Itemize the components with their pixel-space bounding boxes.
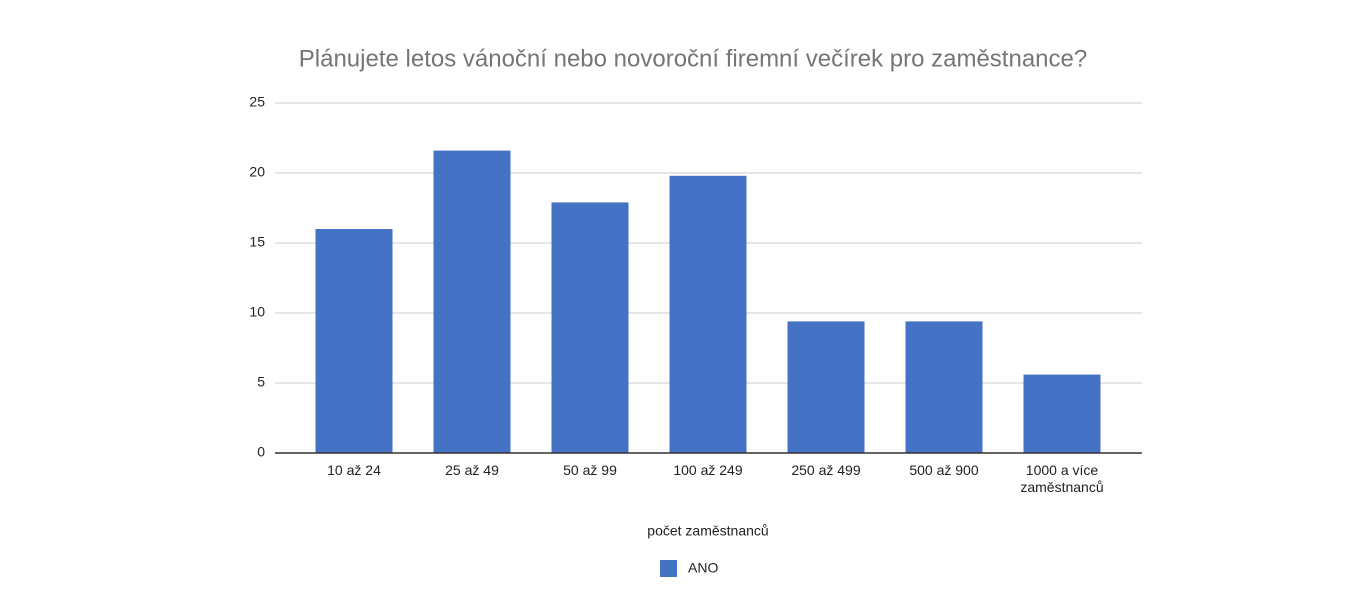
x-tick-label: 100 až 249 xyxy=(673,462,743,478)
y-tick-label: 25 xyxy=(249,94,265,110)
x-tick-label: 1000 a více zaměstnanců xyxy=(1020,462,1104,495)
x-tick-label: 10 až 24 xyxy=(327,462,381,478)
bar xyxy=(315,229,393,453)
x-axis-label: počet zaměstnanců xyxy=(647,523,768,539)
chart-title: Plánujete letos vánoční nebo novoroční f… xyxy=(299,45,1087,72)
bar xyxy=(1023,374,1101,453)
x-tick-label: 50 až 99 xyxy=(563,462,617,478)
bar xyxy=(669,175,747,454)
y-tick-label: 10 xyxy=(249,304,265,320)
y-tick-label: 0 xyxy=(257,444,265,460)
y-tick-label: 5 xyxy=(257,374,265,390)
legend-label: ANO xyxy=(688,560,718,576)
bar xyxy=(551,202,629,453)
bar xyxy=(433,150,511,453)
y-tick-label: 15 xyxy=(249,234,265,250)
bar xyxy=(905,321,983,453)
x-tick-label: 500 až 900 xyxy=(909,462,979,478)
bar xyxy=(787,321,865,453)
x-tick-label: 250 až 499 xyxy=(791,462,861,478)
x-tick-label: 25 až 49 xyxy=(445,462,499,478)
y-tick-label: 20 xyxy=(249,164,265,180)
legend-swatch xyxy=(660,560,677,577)
